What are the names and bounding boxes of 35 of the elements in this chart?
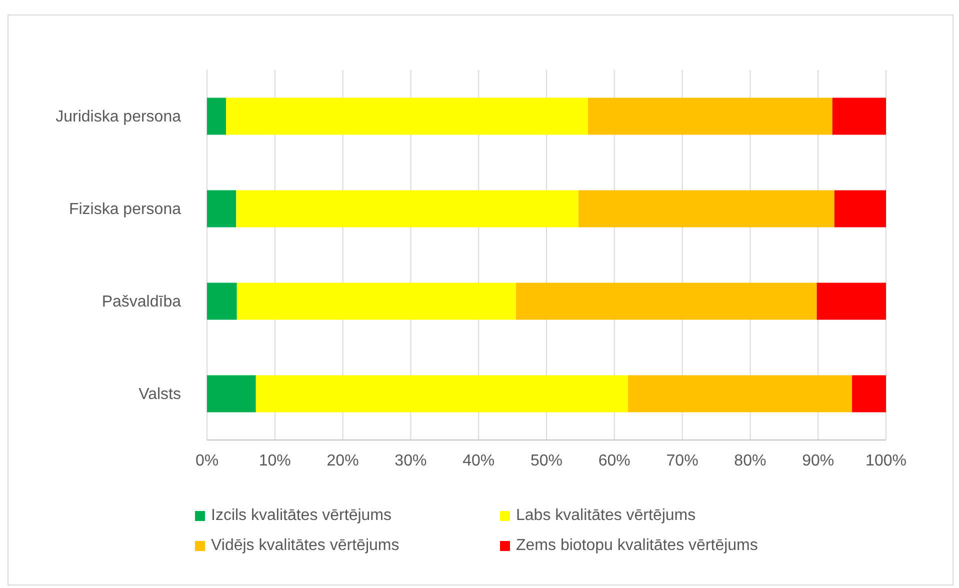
x-tick-label: 100% (866, 452, 906, 470)
x-tick-label: 70% (666, 452, 698, 470)
x-tick-label: 60% (598, 452, 630, 470)
bar (816, 282, 886, 320)
x-tick-label: 80% (734, 452, 766, 470)
bar (226, 98, 588, 135)
bar (207, 98, 226, 135)
bar (236, 190, 578, 228)
legend-label: Zems biotopu kvalitātes vērtējums (516, 537, 758, 554)
x-tick-label: 30% (394, 452, 427, 470)
legend-label: Izcils kvalitātes vērtējums (211, 507, 392, 524)
y-tick-label: Fiziska persona (68, 200, 182, 218)
bar (832, 98, 886, 135)
bar (628, 375, 852, 412)
x-tick-label: 40% (462, 452, 495, 470)
x-tick-label: 20% (326, 452, 359, 470)
bar (852, 375, 886, 412)
x-tick-label: 50% (530, 452, 563, 470)
bar (236, 282, 516, 320)
bar (207, 190, 236, 228)
x-tick-label: 0% (195, 452, 219, 470)
bar (207, 282, 237, 320)
bar (207, 375, 256, 412)
bar (834, 190, 886, 228)
y-tick-label: Juridiska persona (56, 108, 182, 126)
y-tick-label: Pašvaldība (102, 293, 182, 310)
y-tick-label: Valsts (138, 386, 181, 403)
bar (516, 282, 817, 320)
bar (588, 98, 832, 135)
x-tick-label: 90% (802, 452, 834, 470)
legend-label: Vidējs kvalitātes vērtējums (211, 537, 400, 554)
x-tick-label: 10% (258, 452, 291, 470)
legend-label: Labs kvalitātes vērtējums (516, 507, 696, 524)
bar (256, 375, 628, 412)
bar (578, 190, 834, 228)
